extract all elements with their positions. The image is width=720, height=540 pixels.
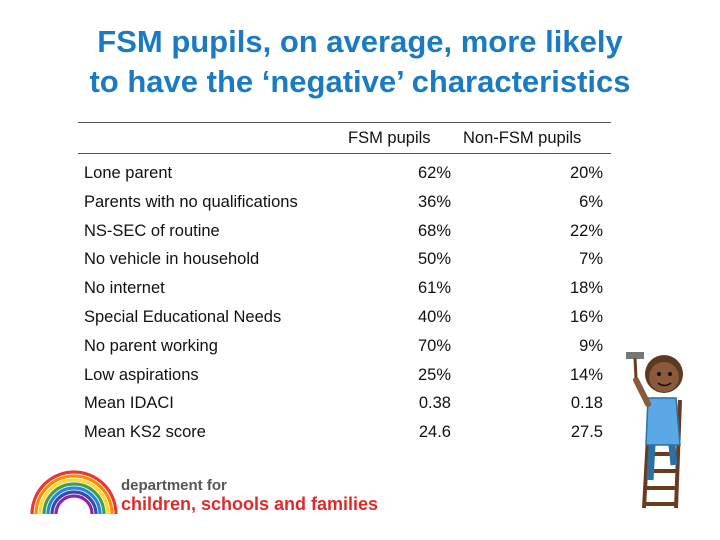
non-fsm-value: 6% [579, 192, 603, 211]
table-body: Lone parent 62% 20% Parents with no qualifi… [78, 154, 611, 448]
row-label: Parents with no qualifications [84, 192, 298, 211]
table-row: No parent working 70% 9% [78, 333, 611, 362]
row-label: Low aspirations [84, 365, 199, 384]
table-row: Mean KS2 score 24.6 27.5 [78, 419, 611, 448]
fsm-value: 40% [417, 307, 451, 326]
non-fsm-value: 18% [569, 279, 603, 298]
row-label: No vehicle in household [84, 250, 260, 269]
fsm-value: 68% [417, 221, 451, 240]
table-row: Lone parent 62% 20% [78, 160, 611, 189]
title-line-2: to have the ‘negative’ characteristics [89, 64, 631, 99]
row-label: NS-SEC of routine [84, 221, 220, 240]
non-fsm-value: 9% [579, 336, 603, 355]
header-non-fsm: Non-FSM pupils [463, 129, 582, 147]
header-fsm: FSM pupils [348, 129, 431, 147]
row-label: Mean KS2 score [84, 423, 206, 442]
table-row: Special Educational Needs 40% 16% [78, 304, 611, 333]
table-header-rule [78, 153, 611, 154]
non-fsm-value: 16% [569, 307, 603, 326]
dcsf-logo-rainbow-icon [30, 470, 118, 515]
non-fsm-value: 22% [569, 221, 603, 240]
non-fsm-value: 7% [579, 250, 603, 269]
fsm-value: 24.6 [418, 423, 451, 442]
child-on-ladder-illustration-icon [626, 352, 683, 509]
table-row: Low aspirations 25% 14% [78, 362, 611, 391]
fsm-value: 61% [417, 279, 451, 298]
table-row: No vehicle in household 50% 7% [78, 246, 611, 275]
fsm-value: 62% [417, 164, 451, 182]
table-row: No internet 61% 18% [78, 275, 611, 304]
row-label: Lone parent [84, 164, 173, 182]
fsm-value: 0.38 [418, 394, 451, 413]
non-fsm-value: 14% [569, 365, 603, 384]
fsm-value: 25% [417, 365, 451, 384]
row-label: No internet [84, 279, 165, 298]
logo-text-department: department for [121, 477, 227, 494]
data-table: FSM pupils Non-FSM pupils Lone parent 62%… [78, 122, 611, 448]
row-label: Mean IDACI [84, 394, 174, 413]
table-top-rule [78, 122, 611, 123]
table-row: Parents with no qualifications 36% 6% [78, 189, 611, 218]
non-fsm-value: 20% [569, 164, 603, 182]
title-line-1: FSM pupils, on average, more likely [97, 24, 623, 59]
fsm-value: 70% [417, 336, 451, 355]
row-label: No parent working [84, 336, 218, 355]
table-row: Mean IDACI 0.38 0.18 [78, 390, 611, 419]
fsm-value: 36% [417, 192, 451, 211]
non-fsm-value: 0.18 [570, 394, 603, 413]
non-fsm-value: 27.5 [570, 423, 603, 442]
slide-title: FSM pupils, on average, more likely to h… [0, 22, 720, 102]
table-row: NS-SEC of routine 68% 22% [78, 218, 611, 247]
table-header: FSM pupils Non-FSM pupils [78, 123, 611, 153]
logo-text-children-schools-families: children, schools and families [121, 494, 379, 514]
row-label: Special Educational Needs [84, 307, 282, 326]
fsm-value: 50% [417, 250, 451, 269]
